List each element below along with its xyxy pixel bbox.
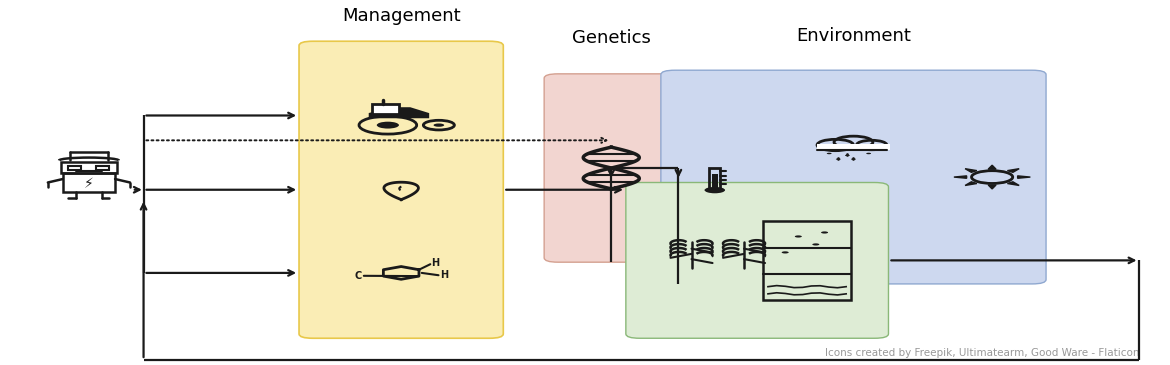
Bar xyxy=(61,162,117,173)
Circle shape xyxy=(434,123,445,127)
Polygon shape xyxy=(372,104,399,114)
Bar xyxy=(817,144,890,150)
Text: Genetics: Genetics xyxy=(572,29,651,47)
Polygon shape xyxy=(1007,169,1019,172)
Circle shape xyxy=(812,243,819,246)
FancyBboxPatch shape xyxy=(626,182,888,338)
Bar xyxy=(63,173,115,192)
Text: H: H xyxy=(440,270,448,280)
Polygon shape xyxy=(965,169,977,172)
Circle shape xyxy=(827,153,832,154)
Circle shape xyxy=(794,235,801,238)
FancyBboxPatch shape xyxy=(300,41,503,338)
Text: Management: Management xyxy=(342,7,461,25)
Circle shape xyxy=(845,155,849,156)
Polygon shape xyxy=(965,182,977,185)
Circle shape xyxy=(835,158,841,160)
Text: ⚡: ⚡ xyxy=(84,177,94,191)
Circle shape xyxy=(851,158,856,160)
Polygon shape xyxy=(989,165,996,169)
Text: Environment: Environment xyxy=(796,27,911,45)
Bar xyxy=(709,168,721,190)
Polygon shape xyxy=(370,109,428,117)
Polygon shape xyxy=(1018,176,1031,178)
Polygon shape xyxy=(1007,182,1019,185)
Circle shape xyxy=(704,187,725,193)
Bar xyxy=(763,220,851,300)
Circle shape xyxy=(821,231,828,234)
Circle shape xyxy=(782,251,789,254)
FancyBboxPatch shape xyxy=(661,70,1046,284)
Circle shape xyxy=(866,153,870,154)
Text: H: H xyxy=(431,258,439,268)
Polygon shape xyxy=(989,185,996,189)
Text: Icons created by Freepik, Ultimatearm, Good Ware - Flaticon: Icons created by Freepik, Ultimatearm, G… xyxy=(825,348,1140,358)
FancyBboxPatch shape xyxy=(544,74,679,262)
Bar xyxy=(713,174,717,190)
Bar xyxy=(96,166,110,170)
Text: C: C xyxy=(355,272,362,281)
Circle shape xyxy=(377,122,399,128)
Polygon shape xyxy=(954,176,966,178)
Bar xyxy=(68,166,82,170)
